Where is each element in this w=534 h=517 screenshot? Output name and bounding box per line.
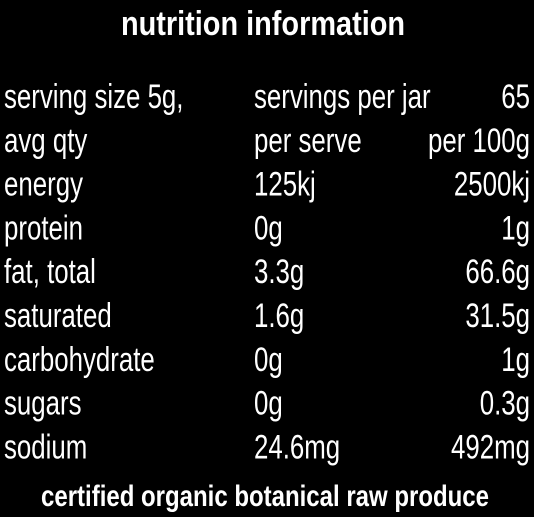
cell: 0g	[254, 385, 283, 422]
cell: avg qty	[4, 123, 88, 160]
cell: 24.6mg	[254, 429, 340, 466]
cell: 0g	[254, 342, 283, 379]
cell: carbohydrate	[4, 342, 155, 379]
cell: servings per jar	[254, 79, 431, 116]
cell: 492mg	[451, 429, 530, 466]
cell: serving size 5g,	[4, 79, 183, 116]
cell: 1.6g	[254, 298, 304, 335]
cell: energy	[4, 166, 84, 203]
title: nutrition information	[121, 4, 405, 43]
cell: 3.3g	[254, 254, 304, 291]
cell: 125kj	[254, 166, 316, 203]
cell: 2500kj	[454, 166, 530, 203]
cell: sodium	[4, 429, 87, 466]
cell: per serve	[254, 123, 362, 160]
cell: 0.3g	[480, 385, 530, 422]
cell: 65	[501, 79, 530, 116]
cell: 0g	[254, 210, 283, 247]
cell: 31.5g	[465, 298, 530, 335]
cell: per 100g	[428, 123, 530, 160]
cell: 66.6g	[465, 254, 530, 291]
cell: protein	[4, 210, 83, 247]
cell: saturated	[4, 298, 112, 335]
cell: fat, total	[4, 254, 96, 291]
footer-text: certified organic botanical raw produce	[41, 478, 489, 512]
cell: 1g	[501, 342, 530, 379]
cell: sugars	[4, 385, 82, 422]
cell: 1g	[501, 210, 530, 247]
